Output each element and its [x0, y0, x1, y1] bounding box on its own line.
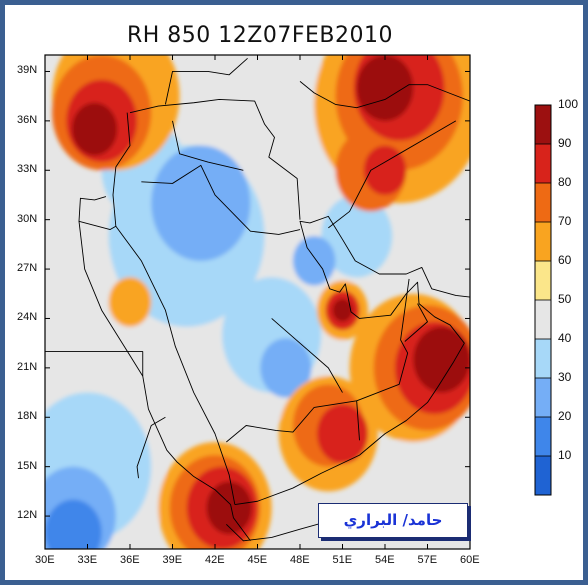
lat-label: 18N: [17, 410, 38, 423]
boundary-line-7: [164, 57, 248, 105]
colorbar-label: 100: [558, 97, 579, 111]
humidity-contour-fields: [45, 55, 470, 549]
author-credit: حامد/ البراري: [318, 503, 468, 538]
colorbar-label: 50: [558, 292, 572, 306]
lat-label: 24N: [17, 311, 38, 324]
humidity-region-13: [45, 499, 102, 549]
lon-label: 48E: [290, 554, 310, 566]
humidity-region-11: [292, 236, 336, 286]
boundary-line-8: [299, 80, 470, 109]
colorbar-swatch: [535, 300, 551, 339]
boundary-line-9: [356, 278, 410, 441]
lon-label: 60E: [460, 554, 480, 566]
lon-label: 54E: [375, 554, 395, 566]
humidity-region-8: [321, 194, 393, 278]
colorbar-label: 90: [558, 136, 572, 150]
humidity-region-31: [317, 404, 368, 464]
colorbar-swatch: [535, 456, 551, 495]
boundary-line-10: [404, 303, 428, 342]
colorbar-label: 20: [558, 409, 572, 423]
colorbar-swatch: [535, 144, 551, 183]
colorbar-label: 30: [558, 370, 572, 384]
lat-label: 36N: [17, 113, 38, 126]
humidity-region-35: [356, 55, 414, 121]
colorbar-swatch: [535, 261, 551, 300]
boundary-line-11: [226, 400, 357, 443]
lon-label: 30E: [35, 554, 55, 566]
boundary-line-6: [141, 164, 301, 235]
relative-humidity-map: [44, 54, 552, 550]
boundary-line-3: [78, 221, 251, 542]
lon-label: 51E: [332, 554, 353, 566]
lon-label: 33E: [77, 554, 98, 566]
humidity-region-33: [363, 145, 407, 195]
boundary-line-0: [78, 112, 131, 230]
lon-label: 45E: [247, 554, 268, 566]
coast-and-border-lines: [45, 57, 470, 542]
boundary-line-13: [136, 416, 166, 479]
colorbar-label: 80: [558, 175, 572, 189]
boundary-line-17: [271, 318, 343, 393]
map-panel: RH 850 12Z07FEB2010 39N 36N 33N 30N 27N 24N 21…: [5, 5, 583, 580]
colorbar-label: 40: [558, 331, 572, 345]
boundary-line-16: [328, 120, 457, 229]
colorbar: [534, 104, 552, 496]
humidity-region-37: [206, 481, 252, 535]
plot-area: [45, 55, 470, 549]
boundary-line-15: [172, 120, 244, 171]
colorbar-swatch: [535, 417, 551, 456]
boundary-line-5: [129, 99, 301, 220]
colorbar-swatch: [535, 105, 551, 144]
boundary-line-1: [115, 225, 236, 505]
humidity-region-20: [108, 277, 152, 327]
lat-label: 15N: [17, 459, 38, 472]
humidity-region-36: [413, 326, 470, 393]
lon-label: 36E: [120, 554, 140, 566]
colorbar-label: 60: [558, 253, 572, 267]
colorbar-swatch: [535, 183, 551, 222]
lat-label: 12N: [17, 509, 38, 522]
humidity-region-12: [260, 338, 312, 398]
humidity-region-9: [151, 145, 251, 261]
humidity-region-34: [71, 102, 118, 156]
lon-label: 39E: [162, 554, 183, 566]
lat-label: 39N: [17, 64, 38, 77]
humidity-region-38: [332, 298, 353, 322]
colorbar-label: 10: [558, 448, 572, 462]
boundary-line-2: [234, 215, 470, 505]
colorbar-swatch: [535, 339, 551, 378]
lon-label: 42E: [205, 554, 225, 566]
lon-label: 57E: [417, 554, 438, 566]
map-title: RH 850 12Z07FEB2010: [126, 23, 393, 48]
lat-label: 21N: [17, 360, 38, 373]
colorbar-label: 70: [558, 214, 572, 228]
colorbar-swatch: [535, 222, 551, 261]
lat-label: 30N: [17, 212, 38, 225]
colorbar-swatch: [535, 378, 551, 417]
lat-label: 27N: [17, 262, 38, 275]
lat-label: 33N: [17, 163, 38, 176]
